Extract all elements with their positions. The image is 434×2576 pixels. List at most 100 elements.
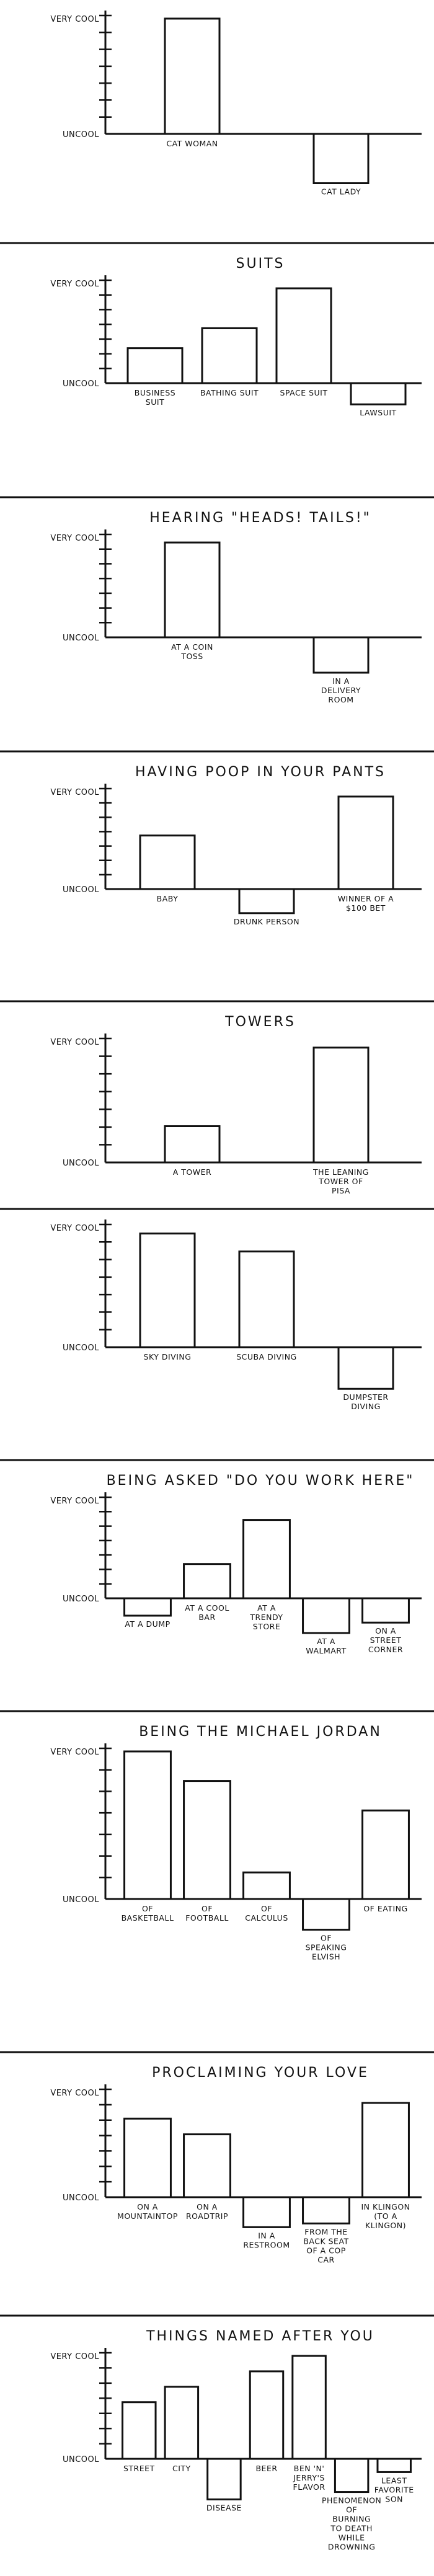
axis-label-very-cool: VERY COOL — [50, 534, 99, 543]
axis-label-uncool: UNCOOL — [63, 1343, 99, 1353]
bar-label: A TOWER — [173, 1167, 211, 1177]
bar — [312, 133, 370, 184]
bar — [201, 327, 258, 384]
bar-label: SKY DIVING — [144, 1352, 192, 1361]
bar-label: ON A STREET CORNER — [368, 1626, 403, 1654]
chart-title: HEARING "HEADS! TAILS!" — [149, 510, 371, 526]
bar — [376, 2458, 412, 2473]
axis-label-very-cool: VERY COOL — [50, 1038, 99, 1047]
bar — [238, 1250, 295, 1348]
chart-panel-8: BEING THE MICHAEL JORDAN VERY COOL UNCOOL O… — [50, 1724, 422, 1962]
bar — [242, 1871, 291, 1900]
bar-label: DRUNK PERSON — [234, 917, 299, 926]
bar-label: WINNER OF A $100 BET — [338, 894, 394, 913]
axis-label-very-cool: VERY COOL — [50, 15, 99, 24]
bar — [183, 1563, 231, 1600]
chart-panel-5: TOWERS VERY COOL UNCOOL A TOWER THE LEANING T… — [50, 1014, 422, 1195]
bar-label: BUSINESS SUIT — [135, 388, 175, 407]
axis-label-uncool: UNCOOL — [63, 2193, 99, 2203]
bar — [337, 1346, 394, 1390]
bar-label: CAT LADY — [321, 187, 361, 197]
axis-label-very-cool: VERY COOL — [50, 2352, 99, 2361]
bar — [302, 1597, 350, 1634]
bar — [350, 382, 407, 405]
chart-title: THINGS NAMED AFTER YOU — [146, 2329, 374, 2344]
axis-label-uncool: UNCOOL — [63, 379, 99, 389]
bar-label: AT A DUMP — [125, 1619, 170, 1629]
chart-title: BEING THE MICHAEL JORDAN — [139, 1724, 382, 1740]
bar-label: OF FOOTBALL — [185, 1904, 229, 1923]
bar-label: PHENOMENON OF BURNING TO DEATH WHILE DROWNING — [322, 2496, 381, 2552]
bar-label: STREET — [123, 2464, 155, 2473]
chart-panel-9: PROCLAIMING YOUR LOVE VERY COOL UNCOOL ON A… — [50, 2065, 422, 2264]
bar-label: OF EATING — [363, 1904, 407, 1913]
bar-label: AT A WALMART — [306, 1637, 346, 1655]
chart-panel-7: BEING ASKED "DO YOU WORK HERE" VERY COOL U… — [50, 1473, 422, 1655]
bar-label: BEER — [255, 2464, 277, 2473]
bar-label: ON A MOUNTAINTOP — [117, 2202, 178, 2221]
bar — [249, 2370, 285, 2460]
bar-label: DISEASE — [206, 2503, 242, 2512]
bar — [242, 2196, 291, 2228]
axis-label-uncool: UNCOOL — [63, 130, 99, 139]
axis-label-very-cool: VERY COOL — [50, 1748, 99, 1757]
bar — [337, 795, 394, 890]
bar — [122, 2401, 157, 2460]
axis-label-uncool: UNCOOL — [63, 634, 99, 643]
bar-label: LEAST FAVORITE SON — [374, 2476, 414, 2503]
bar-label: CAT WOMAN — [166, 139, 218, 148]
axis-label-very-cool: VERY COOL — [50, 1497, 99, 1506]
bar — [183, 1780, 231, 1900]
bar — [361, 1597, 410, 1624]
bar-label: AT A COOL BAR — [185, 1603, 229, 1622]
bar-label: CITY — [172, 2464, 191, 2473]
bar-label: AT A TRENDY STORE — [249, 1603, 283, 1631]
axis-label-very-cool: VERY COOL — [50, 2089, 99, 2098]
bar-label: IN A RESTROOM — [243, 2231, 290, 2249]
bar — [302, 2196, 350, 2224]
bar — [164, 1125, 221, 1164]
bar-label: IN A DELIVERY ROOM — [321, 676, 361, 704]
bar-label: OF SPEAKING ELVISH — [306, 1934, 347, 1962]
bar — [123, 2117, 172, 2198]
chart-title: HAVING POOP IN YOUR PANTS — [135, 764, 386, 780]
bar — [206, 2458, 242, 2500]
bar — [139, 1233, 196, 1348]
axis-label-uncool: UNCOOL — [63, 1159, 99, 1168]
axis-label-very-cool: VERY COOL — [50, 788, 99, 797]
chart-panel-10: THINGS NAMED AFTER YOU VERY COOL UNCOOL STR… — [50, 2329, 422, 2552]
chart-title: TOWERS — [224, 1014, 296, 1030]
bar — [302, 1898, 350, 1931]
bar — [164, 2386, 200, 2460]
bar-label: FROM THE BACK SEAT OF A COP CAR — [303, 2227, 348, 2264]
bar-label: ON A ROADTRIP — [186, 2202, 228, 2221]
chart-panel-1: VERY COOL UNCOOL CAT WOMAN CAT LADY — [50, 11, 422, 197]
bar — [126, 347, 184, 384]
bar — [275, 287, 332, 384]
bar — [164, 17, 221, 135]
chart-title: PROCLAIMING YOUR LOVE — [152, 2065, 369, 2081]
axis-label-very-cool: VERY COOL — [50, 1224, 99, 1233]
bar — [139, 834, 196, 890]
chart-panel-4: HAVING POOP IN YOUR PANTS VERY COOL UNCOOL… — [50, 764, 422, 926]
chart-panel-3: HEARING "HEADS! TAILS!" VERY COOL UNCOOL AT… — [50, 510, 422, 704]
bar — [312, 1047, 370, 1164]
bar — [123, 1597, 172, 1617]
bar-label: DUMPSTER DIVING — [343, 1392, 388, 1411]
bar — [361, 2102, 410, 2198]
bar-label: IN KLINGON (TO A KLINGON) — [361, 2202, 410, 2230]
axis-label-uncool: UNCOOL — [63, 2455, 99, 2464]
axis-label-uncool: UNCOOL — [63, 1895, 99, 1905]
bar — [242, 1519, 291, 1600]
chart-title: BEING ASKED "DO YOU WORK HERE" — [107, 1473, 415, 1489]
bar — [312, 636, 370, 674]
bar — [238, 888, 295, 914]
bar-label: SPACE SUIT — [280, 388, 327, 397]
bar — [123, 1750, 172, 1900]
bar-label: OF BASKETBALL — [122, 1904, 174, 1923]
bar — [291, 2355, 327, 2460]
bar-label: SCUBA DIVING — [236, 1352, 297, 1361]
bar-label: BABY — [157, 894, 179, 903]
bar-label: LAWSUIT — [360, 408, 396, 417]
